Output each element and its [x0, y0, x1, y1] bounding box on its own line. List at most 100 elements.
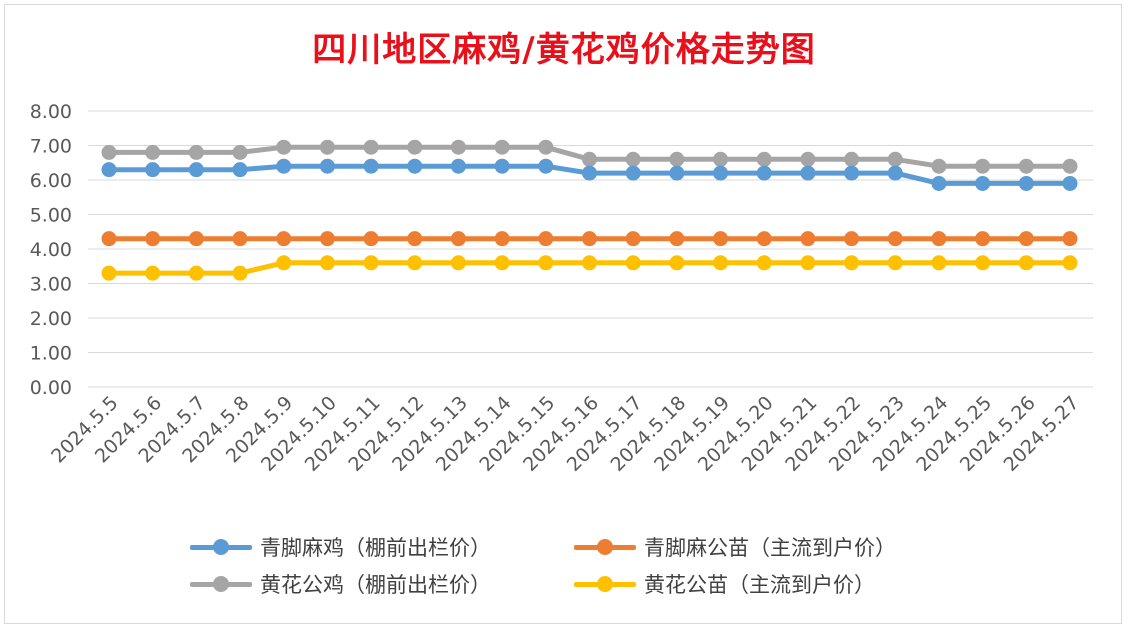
data-point	[450, 139, 466, 155]
data-point	[975, 255, 991, 271]
data-point	[800, 231, 816, 247]
data-point	[494, 231, 510, 247]
data-point	[975, 175, 991, 191]
data-point	[931, 175, 947, 191]
legend-label: 黄花公苗（主流到户价）	[644, 573, 875, 597]
chart-plot: 0.00 1.00 2.00 3.00 4.00 5.00 6.00 7.00 8.00 202…	[30, 101, 1093, 476]
y-tick-label: 6.00	[30, 170, 72, 192]
data-point	[582, 151, 597, 167]
data-point	[494, 255, 510, 271]
data-point	[975, 231, 991, 247]
legend-marker	[597, 576, 613, 592]
data-point	[101, 162, 117, 178]
data-point	[1018, 231, 1034, 247]
data-point	[450, 158, 466, 174]
y-tick-labels: 0.00 1.00 2.00 3.00 4.00 5.00 6.00 7.00 8.00	[30, 101, 72, 399]
data-point	[1018, 255, 1034, 271]
data-point	[319, 231, 335, 247]
data-point	[756, 231, 772, 247]
data-point	[713, 255, 729, 271]
data-point	[188, 265, 204, 281]
legend-item-2: 黄花公鸡（棚前出栏价）	[190, 569, 491, 599]
data-point	[276, 255, 292, 271]
data-point	[1062, 158, 1078, 174]
y-tick-label: 7.00	[30, 136, 72, 158]
data-point	[844, 231, 860, 247]
data-point	[363, 158, 379, 174]
data-point	[450, 231, 466, 247]
legend-marker	[213, 539, 229, 555]
data-point	[625, 165, 641, 181]
data-point	[319, 158, 335, 174]
data-point	[931, 158, 947, 174]
data-point	[538, 158, 554, 174]
data-point	[669, 165, 685, 181]
data-point	[887, 165, 903, 181]
data-point	[1062, 175, 1078, 191]
data-point	[1018, 175, 1034, 191]
data-point	[101, 144, 117, 160]
data-point	[800, 151, 816, 167]
data-point	[1018, 158, 1034, 174]
data-point	[188, 162, 204, 178]
y-tick-label: 5.00	[30, 205, 72, 227]
data-point	[669, 255, 685, 271]
data-point	[756, 151, 772, 167]
legend-item-0: 青脚麻鸡（棚前出栏价）	[190, 532, 491, 562]
data-point	[276, 231, 292, 247]
data-point	[844, 165, 860, 181]
x-tick-labels: 2024.5.52024.5.62024.5.72024.5.82024.5.9…	[47, 392, 1083, 476]
legend-swatch-3	[574, 575, 636, 593]
y-tick-label: 8.00	[30, 101, 72, 123]
legend-label: 黄花公鸡（棚前出栏价）	[260, 573, 491, 597]
data-point	[363, 231, 379, 247]
data-point	[713, 231, 729, 247]
data-point	[188, 144, 204, 160]
y-tick-label: 4.00	[30, 239, 72, 261]
legend-marker	[597, 539, 613, 555]
data-point	[931, 231, 947, 247]
data-point	[800, 255, 816, 271]
data-point	[844, 255, 860, 271]
chart-title: 四川地区麻鸡/黄花鸡价格走势图	[312, 30, 816, 70]
data-point	[625, 231, 641, 247]
data-point	[625, 151, 641, 167]
data-point	[887, 151, 903, 167]
data-point	[625, 255, 641, 271]
y-tick-label: 2.00	[30, 308, 72, 330]
legend-item-3: 黄花公苗（主流到户价）	[574, 569, 875, 599]
y-tick-label: 0.00	[30, 377, 72, 399]
data-point	[538, 255, 554, 271]
data-point	[713, 151, 729, 167]
data-point	[232, 265, 248, 281]
data-point	[276, 139, 292, 155]
y-tick-label: 3.00	[30, 274, 72, 296]
data-point	[582, 255, 597, 271]
data-point	[582, 231, 597, 247]
data-point	[975, 158, 991, 174]
data-point	[582, 165, 597, 181]
data-point	[145, 231, 161, 247]
data-point	[232, 162, 248, 178]
data-point	[713, 165, 729, 181]
legend-swatch-2	[190, 575, 252, 593]
data-point	[450, 255, 466, 271]
data-point	[407, 255, 423, 271]
data-point	[887, 231, 903, 247]
data-point	[756, 165, 772, 181]
data-point	[931, 255, 947, 271]
data-point	[756, 255, 772, 271]
data-point	[407, 139, 423, 155]
legend-label: 青脚麻公苗（主流到户价）	[644, 536, 896, 560]
legend: 青脚麻鸡（棚前出栏价） 青脚麻公苗（主流到户价） 黄花公鸡（棚前出栏价） 黄花公…	[190, 532, 990, 612]
data-point	[145, 265, 161, 281]
data-point	[1062, 231, 1078, 247]
legend-marker	[213, 576, 229, 592]
data-point	[145, 162, 161, 178]
y-tick-label: 1.00	[30, 343, 72, 365]
legend-swatch-0	[190, 538, 252, 556]
data-point	[276, 158, 292, 174]
legend-label: 青脚麻鸡（棚前出栏价）	[260, 536, 491, 560]
data-point	[363, 255, 379, 271]
legend-swatch-1	[574, 538, 636, 556]
